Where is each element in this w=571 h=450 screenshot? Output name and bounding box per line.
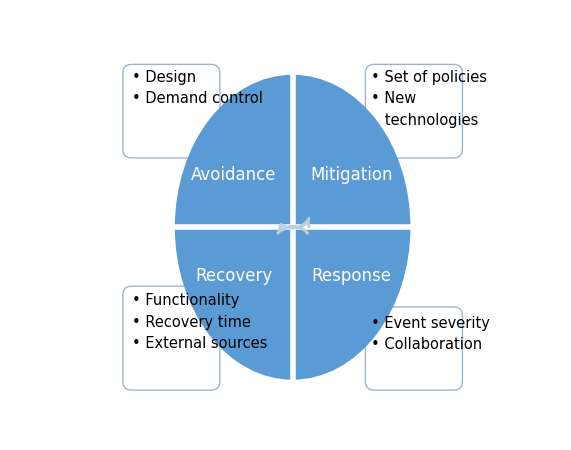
Text: • Functionality
• Recovery time
• External sources: • Functionality • Recovery time • Extern…: [131, 293, 267, 351]
Text: Recovery: Recovery: [195, 267, 272, 285]
Text: Response: Response: [312, 267, 392, 285]
FancyBboxPatch shape: [123, 286, 220, 390]
FancyBboxPatch shape: [365, 64, 463, 158]
FancyBboxPatch shape: [123, 64, 220, 158]
Text: • Design
• Demand control: • Design • Demand control: [131, 70, 263, 106]
Text: Mitigation: Mitigation: [310, 166, 393, 184]
Text: • Event severity
• Collaboration: • Event severity • Collaboration: [371, 315, 489, 352]
Text: Avoidance: Avoidance: [191, 166, 276, 184]
FancyBboxPatch shape: [365, 307, 463, 390]
Ellipse shape: [175, 75, 411, 380]
Text: • Set of policies
• New
   technologies: • Set of policies • New technologies: [371, 70, 486, 128]
